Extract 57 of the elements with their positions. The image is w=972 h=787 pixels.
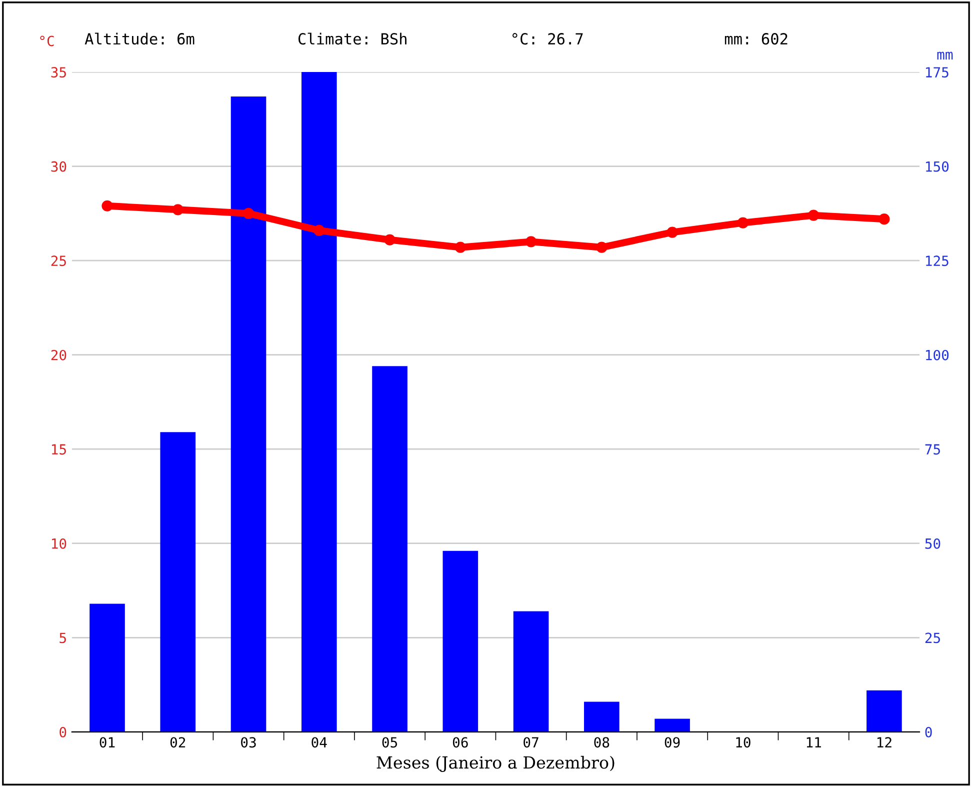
y-tick-label: 30 xyxy=(51,161,66,172)
point xyxy=(596,242,608,253)
y2-tick-label: 175 xyxy=(926,67,948,78)
y2-axis-title: mm xyxy=(937,52,953,60)
x-axis-title: Meses (Janeiro a Dezembro) xyxy=(376,756,614,772)
y2-tick-label: 0 xyxy=(925,726,932,738)
x-tick-label: 03 xyxy=(241,737,256,748)
text: Altitude: 6m xyxy=(84,32,194,45)
y-tick-label: 25 xyxy=(51,256,66,266)
bar xyxy=(90,604,125,732)
x-tick-label: 12 xyxy=(878,737,892,748)
bar xyxy=(301,72,337,732)
x-tick-label: 05 xyxy=(382,737,398,748)
y-tick-label: 0 xyxy=(60,726,66,738)
bar xyxy=(230,96,266,732)
bar xyxy=(372,366,408,732)
x-tick-label: 02 xyxy=(170,737,186,748)
point xyxy=(454,242,466,253)
point xyxy=(384,234,396,246)
point xyxy=(172,204,184,216)
point xyxy=(737,217,748,228)
bar xyxy=(584,702,620,732)
x-tick-label: 07 xyxy=(524,737,538,748)
y2-tick-label: 100 xyxy=(926,350,949,360)
bar xyxy=(654,718,690,732)
bar xyxy=(513,611,549,732)
x-tick-label: 09 xyxy=(664,737,680,748)
y-tick-label: 15 xyxy=(52,444,66,455)
point xyxy=(525,236,537,248)
point xyxy=(242,208,254,219)
x-tick-label: 04 xyxy=(312,737,327,748)
point xyxy=(808,210,820,221)
bar xyxy=(160,432,196,732)
y-tick-label: 5 xyxy=(60,632,66,644)
y2-tick-label: 25 xyxy=(925,632,940,644)
y-axis-title: °C xyxy=(40,36,54,46)
bar xyxy=(866,690,902,732)
x-tick-label: 10 xyxy=(736,737,750,748)
point xyxy=(314,224,325,236)
x-tick-label: 11 xyxy=(806,737,821,748)
y-tick-label: 20 xyxy=(51,350,66,360)
y2-tick-label: 125 xyxy=(926,256,948,266)
x-tick-label: 08 xyxy=(594,737,610,748)
point xyxy=(102,200,113,212)
x-tick-label: 06 xyxy=(452,737,468,748)
y-tick-label: 35 xyxy=(51,67,66,78)
y2-tick-label: 75 xyxy=(925,444,940,455)
y-tick-label: 10 xyxy=(52,538,66,549)
text: °C: 26.7 xyxy=(512,33,583,45)
y2-tick-label: 50 xyxy=(925,538,940,549)
point xyxy=(666,226,678,238)
point xyxy=(878,214,890,225)
x-tick-label: 01 xyxy=(100,737,115,748)
text: mm: 602 xyxy=(724,33,788,45)
text: Climate: BSh xyxy=(298,32,406,45)
y2-tick-label: 150 xyxy=(926,161,949,172)
bar xyxy=(442,550,478,732)
